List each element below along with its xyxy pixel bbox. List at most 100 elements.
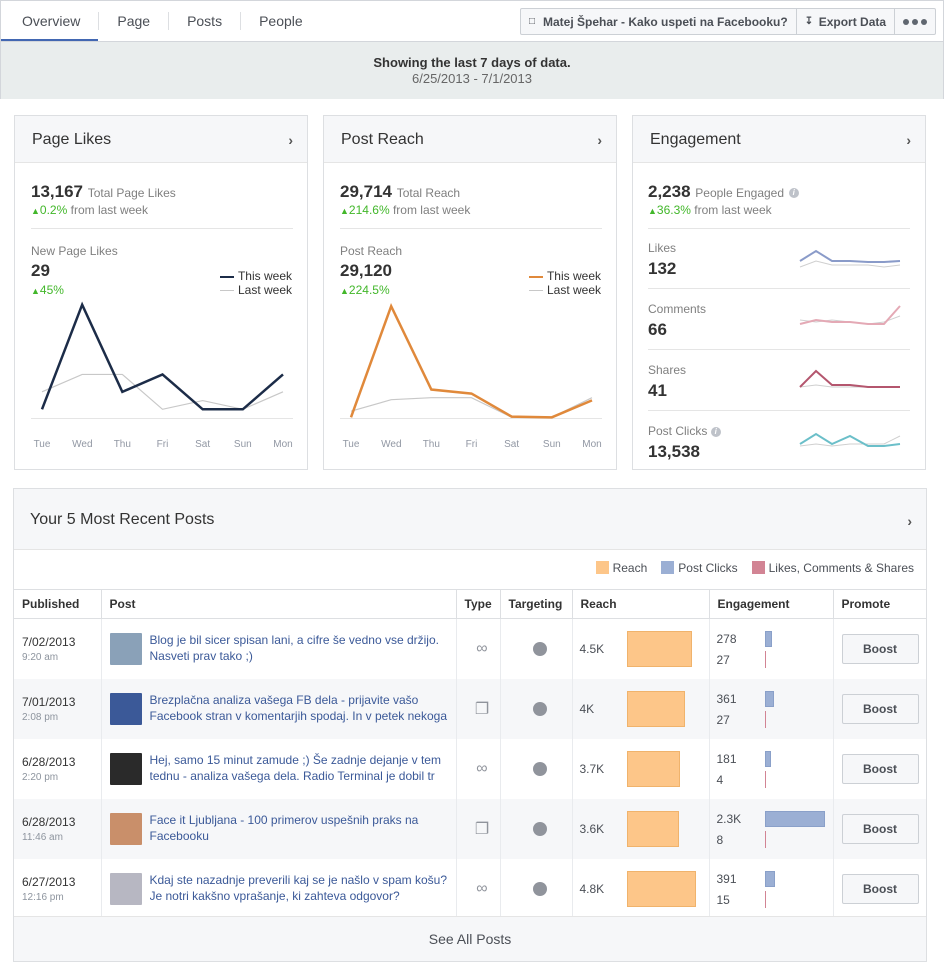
card-header[interactable]: Engagement › <box>633 116 925 163</box>
post-clicks-bar <box>764 631 772 647</box>
legend-last-week: Last week <box>528 283 601 297</box>
post-message-link[interactable]: Hej, samo 15 minut zamude ;) Še zadnje d… <box>149 752 441 783</box>
post-message-link[interactable]: Brezplačna analiza vašega FB dela - prij… <box>149 692 448 726</box>
posts-header[interactable]: Your 5 Most Recent Posts › <box>14 489 926 550</box>
chevron-right-icon[interactable]: › <box>907 513 912 529</box>
chevron-right-icon[interactable]: › <box>597 132 602 148</box>
globe-icon <box>533 701 547 716</box>
legend-last-week: Last week <box>219 283 292 297</box>
post-thumbnail[interactable] <box>109 692 142 725</box>
published-cell: 6/28/2013 2:20 pm <box>14 738 102 799</box>
post-clicks-bar <box>764 810 825 827</box>
col-reach[interactable]: Reach <box>572 589 710 619</box>
post-reach-card: Post Reach › 29,714 Total Reach ▲214.6% … <box>323 115 617 470</box>
total-value: 2,238 People Engaged i <box>648 182 799 202</box>
type-cell: ∞ <box>456 618 501 679</box>
tab-overview[interactable]: Overview <box>1 1 99 41</box>
promote-cell: Boost <box>833 859 926 919</box>
boost-button[interactable]: Boost <box>841 813 919 844</box>
likes-comments-shares-bar <box>764 651 766 668</box>
posts-legend: Reach Post Clicks Likes, Comments & Shar… <box>595 561 914 575</box>
table-row[interactable]: 7/01/2013 2:08 pm Brezplačna analiza vašeg… <box>14 678 926 739</box>
tab-page[interactable]: Page <box>117 13 151 29</box>
boost-button[interactable]: Boost <box>841 693 919 724</box>
post-cell[interactable]: Blog je bil sicer spisan lani, a cifre š… <box>101 618 457 679</box>
boost-button[interactable]: Boost <box>841 633 919 664</box>
post-thumbnail[interactable] <box>109 633 142 665</box>
type-cell: ❐ <box>456 798 501 859</box>
post-thumbnail[interactable] <box>109 872 142 905</box>
table-row[interactable]: 7/02/2013 9:20 am Blog je bil sicer spisan… <box>14 618 926 679</box>
card-title: Page Likes <box>32 131 112 148</box>
table-row[interactable]: 6/27/2013 12:16 pm Kdaj ste nazadnje preve… <box>14 858 926 919</box>
view-page-button[interactable]: □ Matej Špehar - Kako uspeti na Facebook… <box>521 9 796 34</box>
up-arrow-icon: ▲ <box>648 206 657 216</box>
table-row[interactable]: 6/28/2013 11:46 am Face it Ljubljana - 100… <box>14 798 926 859</box>
promote-cell: Boost <box>833 739 926 799</box>
sub-label: Post Reach <box>340 244 403 258</box>
post-thumbnail[interactable] <box>109 752 142 785</box>
up-arrow-icon: ▲ <box>340 206 349 216</box>
photo-icon: ❐ <box>474 820 490 838</box>
more-options-button[interactable] <box>894 9 935 34</box>
link-icon: ∞ <box>476 879 488 897</box>
sub-label: New Page Likes <box>31 244 118 258</box>
change-label: from last week <box>392 203 471 217</box>
top-navigation: Overview Page Posts People □ Matej Špeha… <box>0 0 944 42</box>
see-all-posts-link[interactable]: See All Posts <box>14 916 926 961</box>
info-icon[interactable]: i <box>788 187 799 198</box>
change-row: ▲214.6% from last week <box>340 203 470 217</box>
post-time: 9:20 am <box>22 651 59 663</box>
divider <box>648 228 910 229</box>
col-targeting: Targeting <box>500 589 573 619</box>
posts-table: Published Post Type Targeting Reach Enga… <box>14 589 926 919</box>
shares-label: Shares <box>648 363 687 377</box>
post-date: 7/01/2013 <box>22 694 76 709</box>
post-cell[interactable]: Hej, samo 15 minut zamude ;) Še zadnje d… <box>101 738 457 799</box>
card-title: Post Reach <box>341 131 424 148</box>
info-icon[interactable]: i <box>710 426 721 437</box>
post-cell[interactable]: Face it Ljubljana - 100 primerov uspešni… <box>101 798 457 859</box>
post-cell[interactable]: Kdaj ste nazadnje preverili kaj se je na… <box>101 858 457 919</box>
targeting-cell <box>500 798 573 859</box>
col-published[interactable]: Published <box>14 589 102 619</box>
card-title: Engagement <box>650 131 741 148</box>
card-header[interactable]: Page Likes › <box>15 116 307 163</box>
up-arrow-icon: ▲ <box>31 206 40 216</box>
likes-comments-shares-bar <box>764 710 766 728</box>
chevron-right-icon[interactable]: › <box>288 132 293 148</box>
post-time: 2:20 pm <box>22 771 59 783</box>
post-cell[interactable]: Brezplačna analiza vašega FB dela - prij… <box>101 678 457 739</box>
col-engagement[interactable]: Engagement <box>709 589 834 619</box>
people-engaged: 2,238 <box>648 182 691 201</box>
post-message-link[interactable]: Blog je bil sicer spisan lani, a cifre š… <box>149 633 439 663</box>
card-header[interactable]: Post Reach › <box>324 116 616 163</box>
likes-label: Likes <box>648 241 677 255</box>
range-dates: 6/25/2013 - 7/1/2013 <box>412 71 532 86</box>
x-tick-label: Sun <box>233 439 252 450</box>
export-data-button[interactable]: ↧ Export Data <box>795 9 894 34</box>
engagement-comments-row: Comments 66 <box>648 302 910 363</box>
more-icon <box>903 18 928 25</box>
change-label: from last week <box>694 203 772 217</box>
tab-posts[interactable]: Posts <box>187 13 223 29</box>
x-tick-label: Sun <box>542 439 561 450</box>
reach-cell: 3.7K <box>572 738 710 799</box>
likes-comments-shares-value: 27 <box>716 653 730 667</box>
boost-button[interactable]: Boost <box>841 753 919 784</box>
posts-title: Your 5 Most Recent Posts <box>30 511 215 528</box>
post-message-link[interactable]: Kdaj ste nazadnje preverili kaj se je na… <box>149 872 448 903</box>
post-message-link[interactable]: Face it Ljubljana - 100 primerov uspešni… <box>149 812 419 843</box>
reach-cell: 3.6K <box>572 798 710 859</box>
chevron-right-icon[interactable]: › <box>906 132 911 148</box>
boost-button[interactable]: Boost <box>841 873 919 904</box>
comments-label: Comments <box>648 302 707 316</box>
globe-icon <box>533 821 547 836</box>
legend-this-week: This week <box>219 269 292 283</box>
table-row[interactable]: 6/28/2013 2:20 pm Hej, samo 15 minut zamud… <box>14 738 926 799</box>
post-thumbnail[interactable] <box>109 812 142 845</box>
download-icon: ↧ <box>804 15 814 27</box>
divider <box>648 288 910 289</box>
tab-people[interactable]: People <box>259 13 303 29</box>
reach-bar <box>626 690 685 727</box>
